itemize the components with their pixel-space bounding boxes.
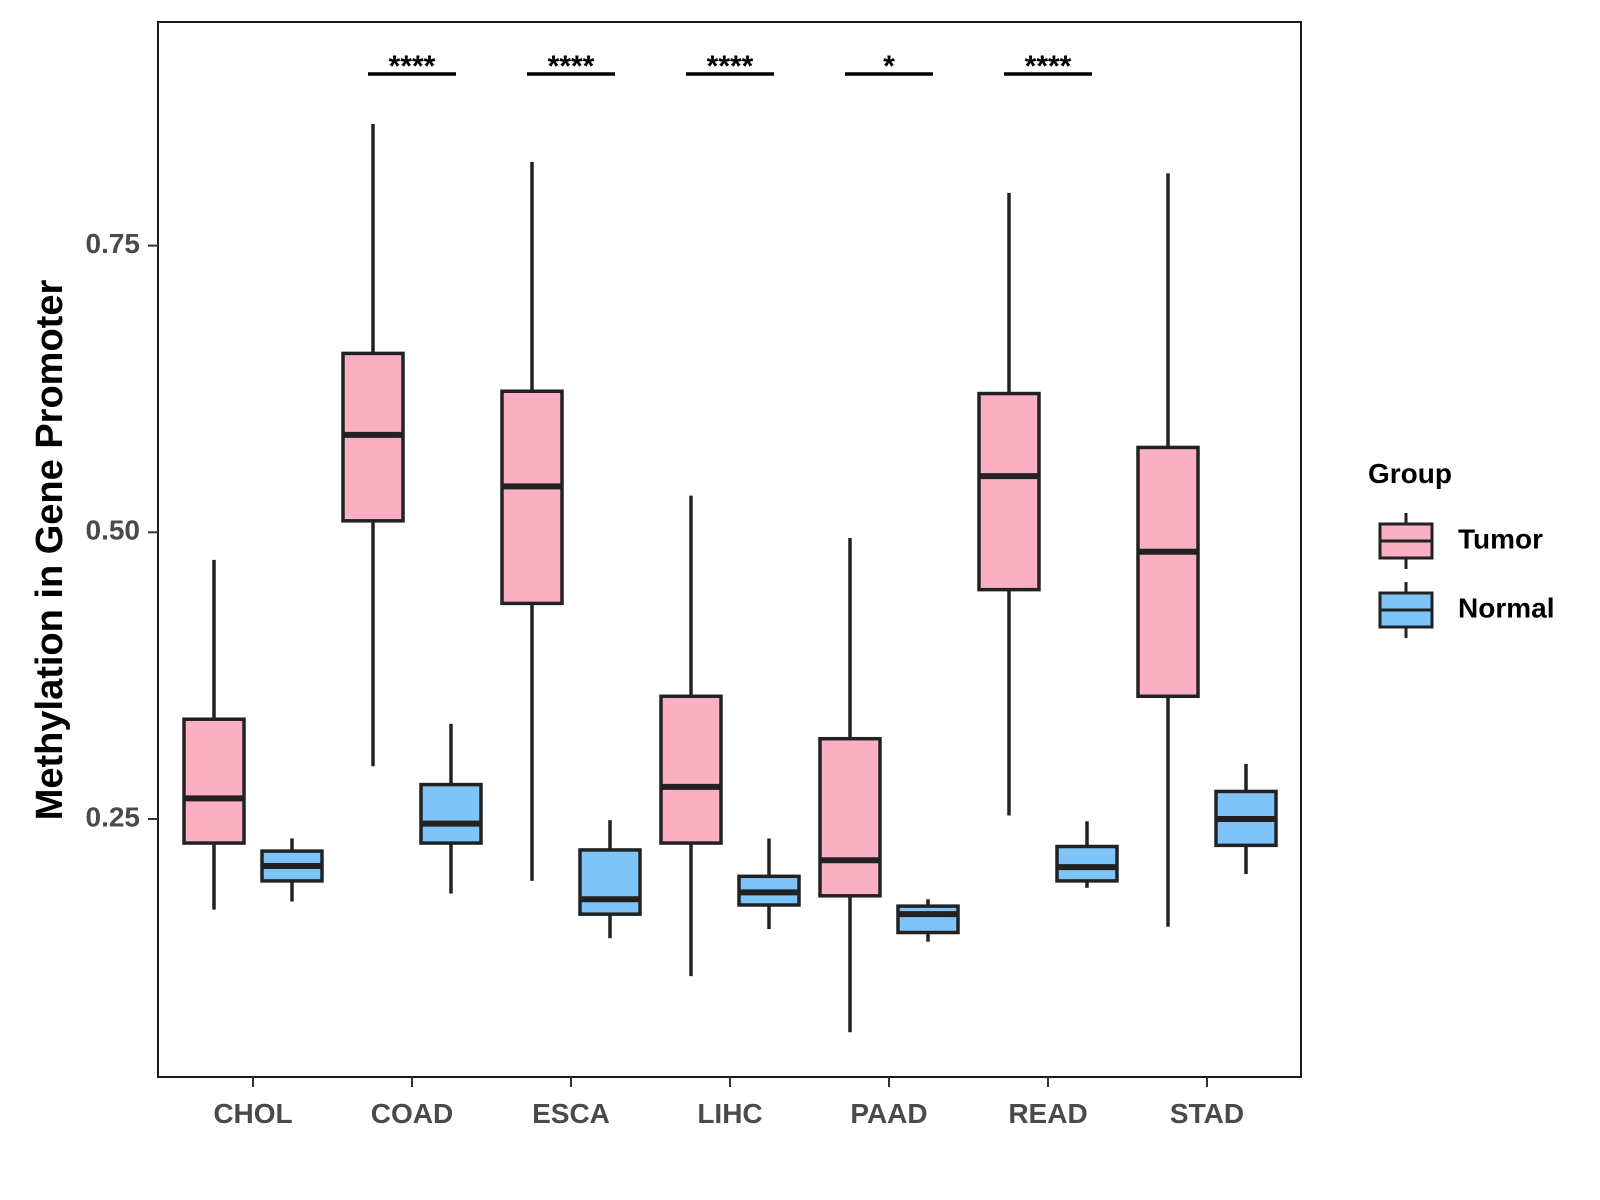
significance-label: ****: [1025, 50, 1072, 83]
x-tick-label: CHOL: [213, 1098, 292, 1129]
legend-item-normal: Normal: [1378, 582, 1554, 638]
significance-label: ****: [548, 50, 595, 83]
x-tick-label: LIHC: [697, 1098, 762, 1129]
x-axis: CHOL COAD ESCA LIHC PAAD READ STAD: [213, 1077, 1244, 1129]
box-iqr: [818, 736, 882, 898]
box-iqr: [896, 904, 960, 935]
box-tumor-read: [977, 192, 1041, 816]
significance-esca: ****: [527, 50, 615, 83]
box-tumor-paad: [818, 538, 882, 1033]
box-normal-coad: [419, 723, 483, 894]
y-axis: 0.25 0.50 0.75: [86, 228, 158, 832]
box-iqr: [977, 391, 1041, 592]
legend: Group Tumor Normal: [1368, 458, 1554, 638]
y-tick-label: 0.25: [86, 801, 141, 832]
y-tick-label: 0.50: [86, 515, 141, 546]
significance-paad: *: [845, 50, 933, 83]
legend-label: Normal: [1458, 592, 1554, 623]
significance-annotations: **** **** **** * ****: [368, 50, 1092, 83]
box-iqr: [659, 694, 723, 845]
box-tumor-coad: [341, 124, 405, 767]
y-tick-label: 0.75: [86, 228, 141, 259]
significance-label: ****: [707, 50, 754, 83]
x-tick-label: ESCA: [532, 1098, 610, 1129]
box-iqr: [1136, 445, 1200, 699]
box-iqr: [1055, 844, 1119, 883]
significance-coad: ****: [368, 50, 456, 83]
box-tumor-chol: [182, 559, 246, 910]
box-tumor-esca: [500, 161, 564, 881]
significance-label: *: [883, 50, 895, 83]
box-normal-esca: [578, 820, 642, 939]
box-tumor-stad: [1136, 173, 1200, 927]
box-normal-read: [1055, 821, 1119, 888]
box-iqr: [500, 389, 564, 606]
box-iqr: [182, 717, 246, 845]
significance-label: ****: [389, 50, 436, 83]
y-axis-title: Methylation in Gene Promoter: [29, 280, 71, 821]
x-tick-label: STAD: [1170, 1098, 1244, 1129]
legend-item-tumor: Tumor: [1378, 513, 1543, 569]
chart-marks: [182, 124, 1278, 1033]
significance-read: ****: [1004, 50, 1092, 83]
box-normal-stad: [1214, 763, 1278, 875]
box-normal-chol: [260, 838, 324, 902]
box-tumor-lihc: [659, 495, 723, 977]
x-tick-label: COAD: [371, 1098, 453, 1129]
box-iqr: [578, 848, 642, 916]
box-normal-paad: [896, 899, 960, 942]
legend-label: Tumor: [1458, 523, 1543, 554]
box-normal-lihc: [737, 838, 801, 930]
x-tick-label: PAAD: [850, 1098, 927, 1129]
legend-title: Group: [1368, 458, 1452, 489]
x-tick-label: READ: [1008, 1098, 1087, 1129]
box-iqr: [419, 782, 483, 845]
significance-lihc: ****: [686, 50, 774, 83]
plot-panel: [157, 21, 1302, 1078]
